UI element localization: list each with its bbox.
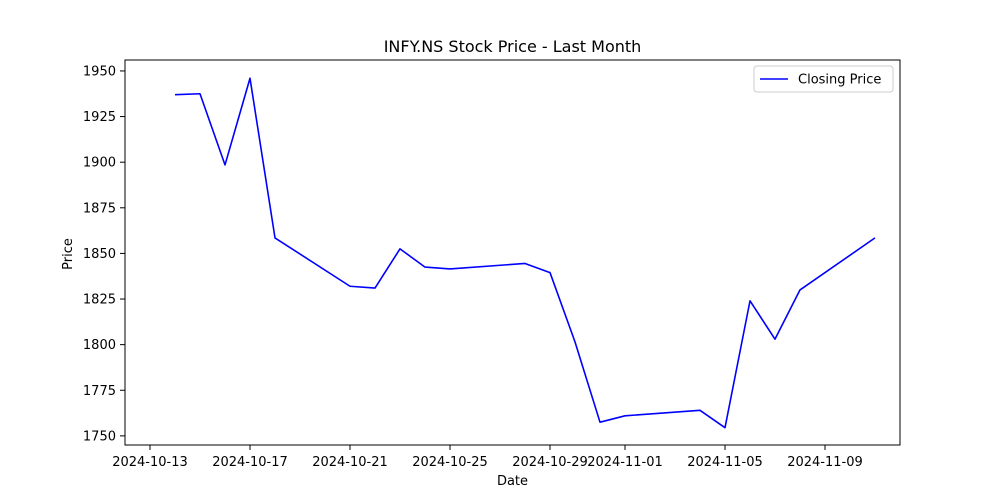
x-tick-label: 2024-11-09 — [787, 455, 863, 470]
y-tick-label: 1775 — [83, 384, 116, 399]
y-tick-label: 1750 — [83, 429, 116, 444]
plot-background — [125, 60, 900, 445]
y-tick-label: 1850 — [83, 247, 116, 262]
plot-area — [124, 59, 901, 446]
x-axis-label: Date — [497, 474, 528, 489]
x-tick-label: 2024-10-17 — [212, 455, 288, 470]
x-tick-label: 2024-11-05 — [687, 455, 763, 470]
closing-price-line — [174, 77, 876, 429]
chart-title: INFY.NS Stock Price - Last Month — [384, 37, 642, 56]
y-tick-label: 1825 — [83, 293, 116, 308]
y-axis-label: Price — [61, 238, 76, 270]
y-tick-label: 1950 — [83, 64, 116, 79]
y-tick-label: 1900 — [83, 156, 116, 171]
y-tick-label: 1925 — [83, 110, 116, 125]
x-tick-label: 2024-10-21 — [312, 455, 388, 470]
x-tick-label: 2024-10-13 — [112, 455, 188, 470]
legend-label: Closing Price — [798, 73, 881, 88]
x-axis-ticks: 2024-10-13 2024-10-17 2024-10-21 2024-10-25… — [112, 445, 863, 470]
y-tick-label: 1875 — [83, 201, 116, 216]
legend-box — [753, 65, 894, 93]
plot-frame — [124, 59, 901, 446]
y-tick-label: 1800 — [83, 338, 116, 353]
x-tick-label: 2024-10-29 — [512, 455, 588, 470]
y-axis-ticks: 1750 1775 1800 1825 1850 1875 1900 1925 1950 — [83, 64, 125, 444]
x-tick-label: 2024-10-25 — [412, 455, 488, 470]
legend: Closing Price — [753, 65, 894, 93]
x-tick-label: 2024-11-01 — [587, 455, 663, 470]
